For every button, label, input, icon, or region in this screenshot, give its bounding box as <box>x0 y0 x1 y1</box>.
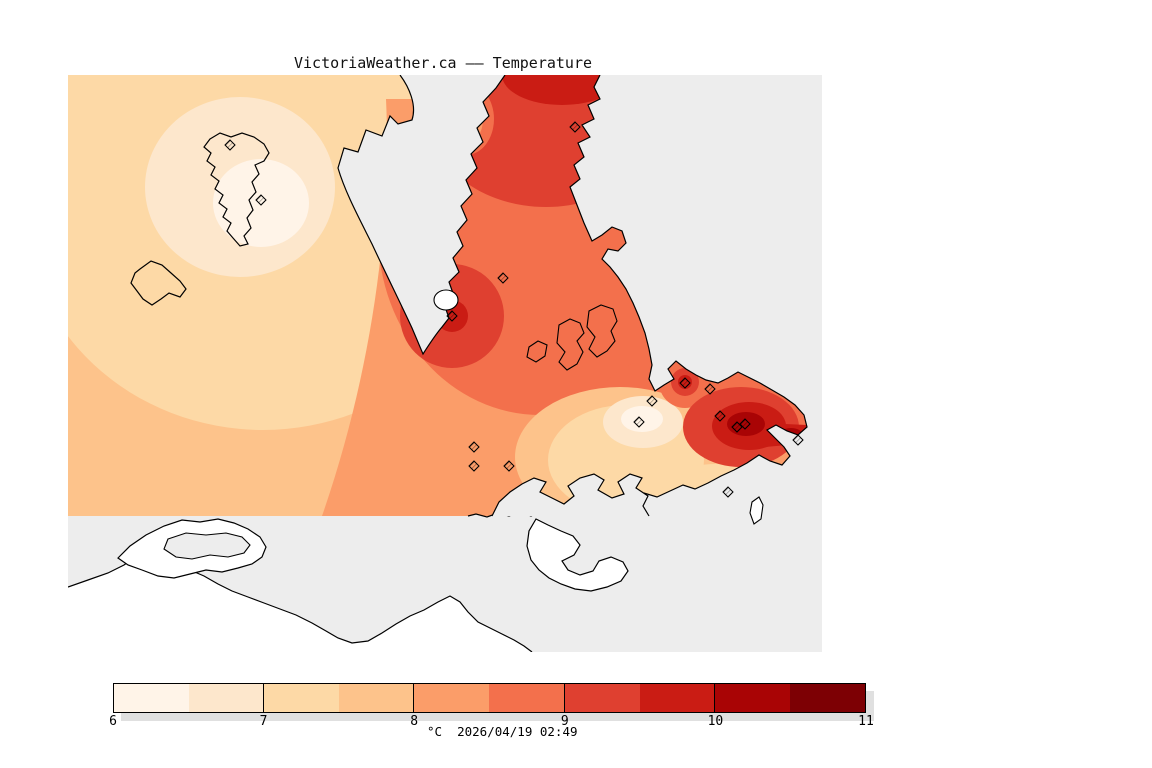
temperature-map <box>68 75 822 652</box>
colorbar-segment <box>789 684 865 712</box>
coastline-southwest-island <box>130 260 187 306</box>
station-marker <box>704 383 716 395</box>
colorbar-tick-labels: 6 7 8 9 10 11 <box>109 714 874 730</box>
colorbar-segment <box>339 684 415 712</box>
station-marker <box>569 121 581 133</box>
colorbar-segment <box>414 684 490 712</box>
station-marker <box>731 421 743 433</box>
contour-fill-warm8-north <box>502 75 622 105</box>
colorbar-tick <box>263 684 265 712</box>
colorbar-segment <box>714 684 790 712</box>
map-svg <box>68 75 822 652</box>
station-marker <box>739 418 751 430</box>
land-trial-island <box>749 496 764 525</box>
colorbar-tick-label: 10 <box>707 714 724 729</box>
colorbar-tick <box>563 684 565 712</box>
colorbar-segment <box>189 684 265 712</box>
colorbar-segment <box>264 684 340 712</box>
lake-in-island <box>163 532 251 560</box>
contour-fill-victoria1 <box>621 406 663 432</box>
inlet-water <box>338 75 505 354</box>
station-marker <box>224 139 236 151</box>
lake-outline-small <box>526 340 548 363</box>
station-marker <box>468 441 480 453</box>
land-esquimalt <box>526 518 629 592</box>
station-markers <box>224 121 804 498</box>
station-marker <box>446 310 458 322</box>
station-marker <box>792 434 804 446</box>
colorbar-tick <box>413 684 415 712</box>
station-marker <box>722 486 734 498</box>
colorbar-caption: °C 2026/04/19 02:49 <box>427 724 578 739</box>
coastline-harbour <box>491 473 650 517</box>
colorbar-segment <box>114 684 190 712</box>
coastline-saltspring-island <box>203 132 270 247</box>
station-marker <box>503 460 515 472</box>
colorbar-tick-label: 8 <box>410 714 419 729</box>
colorbar <box>113 683 866 713</box>
colorbar-segment <box>564 684 640 712</box>
station-marker <box>646 395 658 407</box>
station-marker <box>468 460 480 472</box>
page-title: VictoriaWeather.ca —— Temperature <box>294 54 593 72</box>
station-marker <box>714 410 726 422</box>
colorbar-segment <box>639 684 715 712</box>
station-marker <box>633 416 645 428</box>
station-marker <box>497 272 509 284</box>
colorbar-tick-label: 7 <box>259 714 268 729</box>
tod-inlet-patch <box>433 289 459 311</box>
colorbar-tick-label: 6 <box>109 714 117 729</box>
colorbar-tick <box>713 684 715 712</box>
colorbar-tick-label: 9 <box>560 714 569 729</box>
colorbar-tick-label: 11 <box>858 714 874 729</box>
lake-outline-mid <box>556 318 585 371</box>
colorbar-segment <box>489 684 565 712</box>
station-marker <box>679 377 691 389</box>
harbour-water <box>492 474 649 516</box>
station-marker <box>255 194 267 206</box>
coastline-inlet <box>337 75 506 356</box>
lake-outline-elk <box>586 304 618 358</box>
